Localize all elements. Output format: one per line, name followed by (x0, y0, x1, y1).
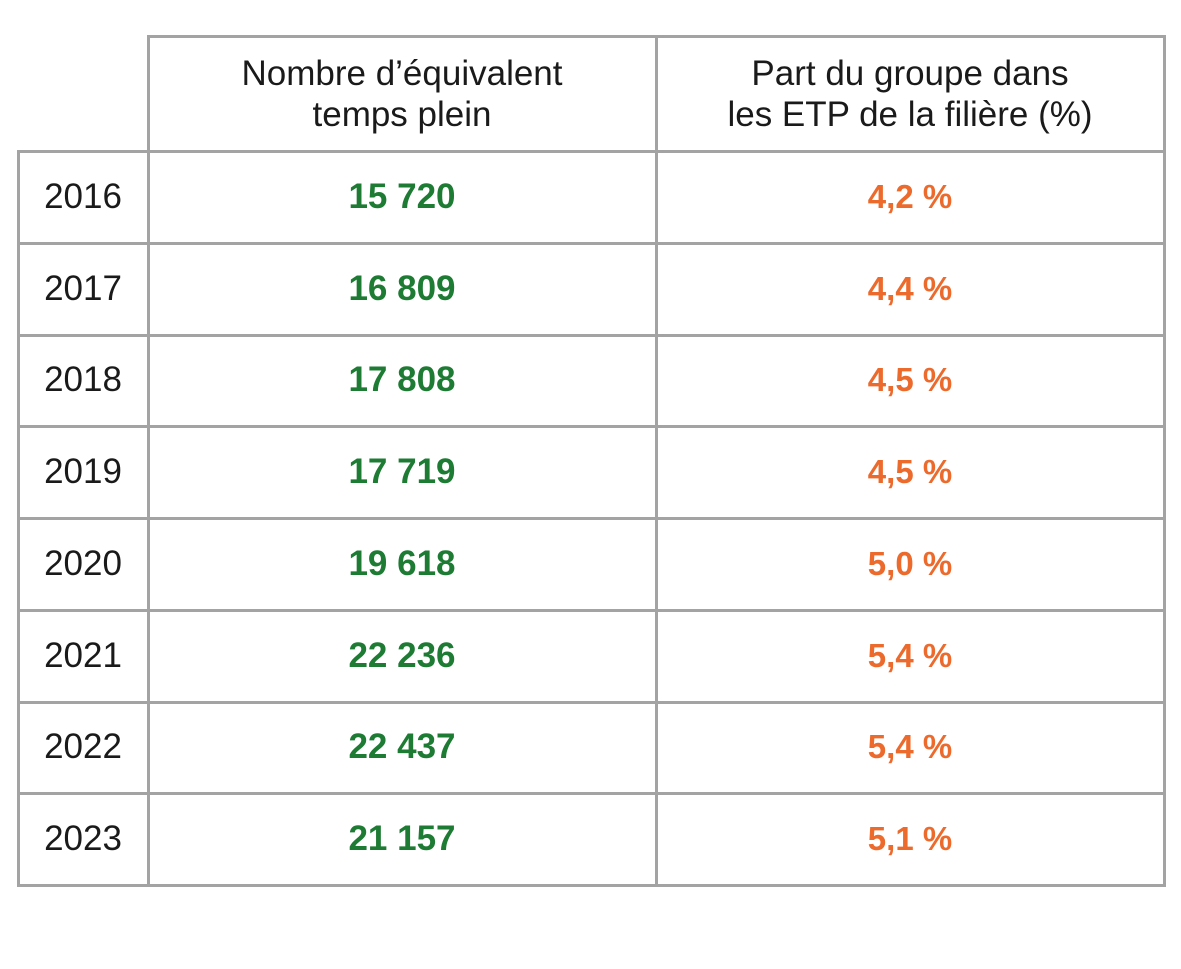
share-cell: 5,1 % (656, 793, 1164, 885)
etp-cell: 22 437 (148, 702, 656, 794)
year-cell: 2017 (18, 243, 148, 335)
etp-cell: 17 719 (148, 426, 656, 518)
year-cell-text: 2016 (44, 176, 122, 216)
share-cell: 4,4 % (656, 243, 1164, 335)
header-share-label: Part du groupe dans les ETP de la filièr… (727, 53, 1093, 134)
etp-cell-text: 22 236 (348, 635, 456, 675)
grid-line-row (17, 334, 1166, 337)
etp-cell-text: 19 618 (348, 543, 456, 583)
grid-line-row (17, 609, 1166, 612)
share-cell-text: 5,1 % (867, 820, 953, 858)
grid-line-row (17, 242, 1166, 245)
share-cell: 5,4 % (656, 702, 1164, 794)
year-cell: 2022 (18, 702, 148, 794)
year-cell-text: 2018 (44, 360, 122, 400)
etp-cell: 15 720 (148, 151, 656, 243)
year-cell-text: 2021 (44, 635, 122, 675)
grid-line-row (17, 884, 1166, 887)
share-cell-text: 4,5 % (867, 453, 953, 491)
share-cell: 4,2 % (656, 151, 1164, 243)
year-cell-text: 2019 (44, 452, 122, 492)
year-cell-text: 2023 (44, 819, 122, 859)
grid-line-left (17, 150, 20, 886)
etp-cell-text: 16 809 (348, 268, 456, 308)
header-share: Part du groupe dans les ETP de la filièr… (656, 36, 1164, 151)
year-cell-text: 2017 (44, 268, 122, 308)
share-cell-text: 5,4 % (867, 728, 953, 766)
grid-line-col2 (655, 35, 658, 886)
year-cell: 2020 (18, 518, 148, 610)
header-etp: Nombre d’équivalent temps plein (148, 36, 656, 151)
grid-line-row (17, 517, 1166, 520)
year-cell-text: 2022 (44, 727, 122, 767)
grid-line-row (17, 150, 1166, 153)
year-cell-text: 2020 (44, 543, 122, 583)
year-cell: 2019 (18, 426, 148, 518)
grid-line-right (1163, 35, 1166, 886)
share-cell-text: 4,2 % (867, 177, 953, 215)
share-cell: 5,0 % (656, 518, 1164, 610)
share-cell-text: 4,4 % (867, 269, 953, 307)
year-cell: 2021 (18, 610, 148, 702)
share-cell: 4,5 % (656, 426, 1164, 518)
grid-line-col1 (147, 35, 150, 886)
etp-cell: 16 809 (148, 243, 656, 335)
grid-line-row (17, 701, 1166, 704)
share-cell-text: 5,4 % (867, 636, 953, 674)
etp-cell-text: 17 719 (348, 452, 456, 492)
etp-cell: 19 618 (148, 518, 656, 610)
year-cell: 2016 (18, 151, 148, 243)
etp-cell-text: 17 808 (348, 360, 456, 400)
grid-line-row (17, 425, 1166, 428)
etp-cell: 21 157 (148, 793, 656, 885)
year-cell: 2023 (18, 793, 148, 885)
etp-cell-text: 21 157 (348, 819, 456, 859)
grid-line-row (17, 792, 1166, 795)
etp-cell-text: 15 720 (348, 176, 456, 216)
year-cell: 2018 (18, 335, 148, 427)
share-cell-text: 5,0 % (867, 544, 953, 582)
share-cell-text: 4,5 % (867, 361, 953, 399)
etp-cell: 22 236 (148, 610, 656, 702)
header-etp-label: Nombre d’équivalent temps plein (241, 53, 563, 134)
share-cell: 4,5 % (656, 335, 1164, 427)
share-cell: 5,4 % (656, 610, 1164, 702)
etp-cell: 17 808 (148, 335, 656, 427)
etp-cell-text: 22 437 (348, 727, 456, 767)
